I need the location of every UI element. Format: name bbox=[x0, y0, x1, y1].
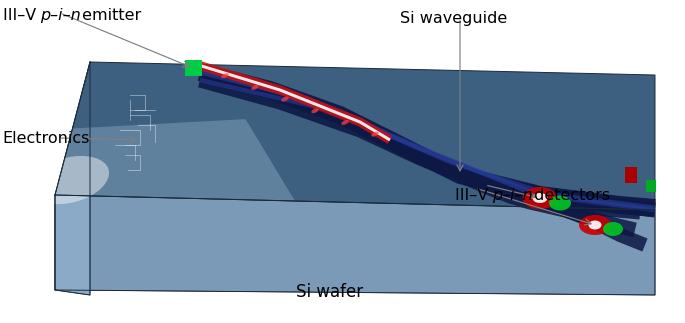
Ellipse shape bbox=[371, 132, 379, 137]
Polygon shape bbox=[199, 69, 656, 211]
Text: III–V: III–V bbox=[3, 8, 41, 23]
Text: Electronics: Electronics bbox=[2, 130, 89, 145]
Bar bbox=[625, 167, 637, 183]
Text: Si waveguide: Si waveguide bbox=[400, 11, 508, 26]
Ellipse shape bbox=[549, 195, 571, 211]
Ellipse shape bbox=[523, 187, 558, 209]
Polygon shape bbox=[55, 119, 295, 201]
Text: p–i–n: p–i–n bbox=[492, 188, 533, 203]
Text: emitter: emitter bbox=[77, 8, 141, 23]
Ellipse shape bbox=[532, 193, 547, 203]
Polygon shape bbox=[199, 78, 656, 212]
Ellipse shape bbox=[251, 85, 259, 90]
Ellipse shape bbox=[603, 222, 623, 236]
Polygon shape bbox=[195, 63, 390, 141]
Text: III–V: III–V bbox=[455, 188, 493, 203]
Bar bbox=[646, 180, 656, 192]
Polygon shape bbox=[55, 62, 655, 210]
Ellipse shape bbox=[221, 73, 229, 78]
Ellipse shape bbox=[282, 97, 288, 101]
Polygon shape bbox=[398, 141, 647, 252]
Polygon shape bbox=[185, 60, 202, 76]
Text: detectors: detectors bbox=[529, 188, 610, 203]
Polygon shape bbox=[55, 195, 655, 295]
Text: p–i–n: p–i–n bbox=[40, 8, 81, 23]
Ellipse shape bbox=[588, 221, 601, 230]
Ellipse shape bbox=[341, 120, 349, 125]
Ellipse shape bbox=[191, 61, 199, 67]
Ellipse shape bbox=[311, 108, 319, 113]
Polygon shape bbox=[198, 73, 656, 217]
Ellipse shape bbox=[579, 215, 611, 235]
Polygon shape bbox=[194, 60, 393, 144]
Polygon shape bbox=[457, 168, 637, 237]
Polygon shape bbox=[198, 63, 656, 217]
Ellipse shape bbox=[31, 156, 109, 204]
Text: Si wafer: Si wafer bbox=[297, 283, 364, 301]
Polygon shape bbox=[397, 142, 640, 219]
Polygon shape bbox=[55, 62, 90, 295]
